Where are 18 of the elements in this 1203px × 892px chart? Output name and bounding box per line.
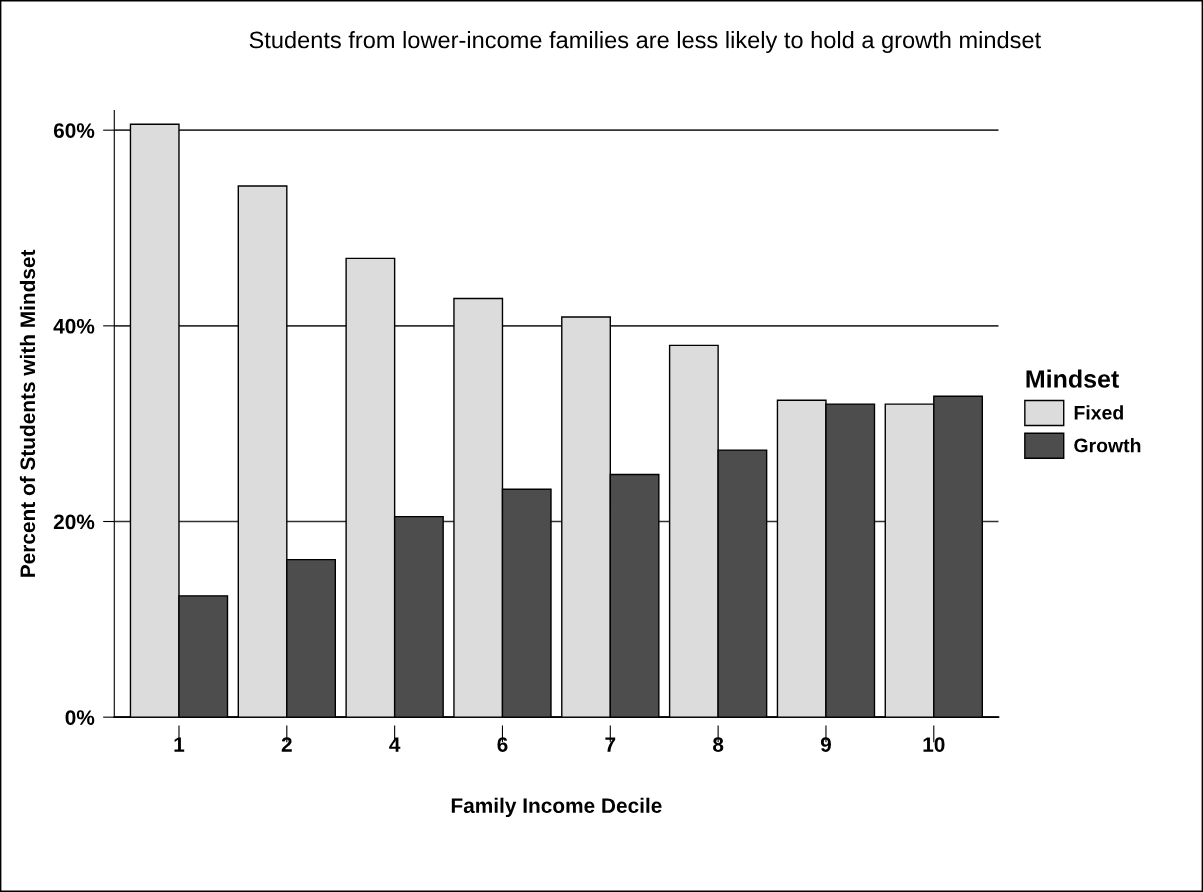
x-tick-label: 7 [605, 737, 616, 752]
legend-label: Growth [1074, 438, 1141, 453]
legend-label: Fixed [1074, 405, 1123, 420]
legend-title: Mindset [1026, 369, 1119, 388]
x-axis-title: Family Income Decile [451, 797, 662, 818]
y-tick-label: 40% [53, 318, 95, 334]
x-tick-label: 8 [713, 737, 724, 752]
y-tick-label: 20% [53, 514, 95, 530]
x-tick-label: 4 [389, 737, 401, 752]
x-tick-label: 6 [497, 737, 508, 752]
y-tick-label: 60% [53, 123, 95, 138]
y-tick-label: 0% [65, 710, 95, 725]
chart-title: Students from lower-income families are less likely to hold a growth mindset [249, 31, 1041, 54]
x-tick-label: 2 [281, 737, 292, 752]
y-axis-title: Percent of Students with Mindset [19, 249, 36, 577]
x-tick-label: 1 [174, 737, 185, 752]
x-tick-label: 9 [820, 737, 831, 752]
x-tick-label: 10 [923, 737, 945, 752]
